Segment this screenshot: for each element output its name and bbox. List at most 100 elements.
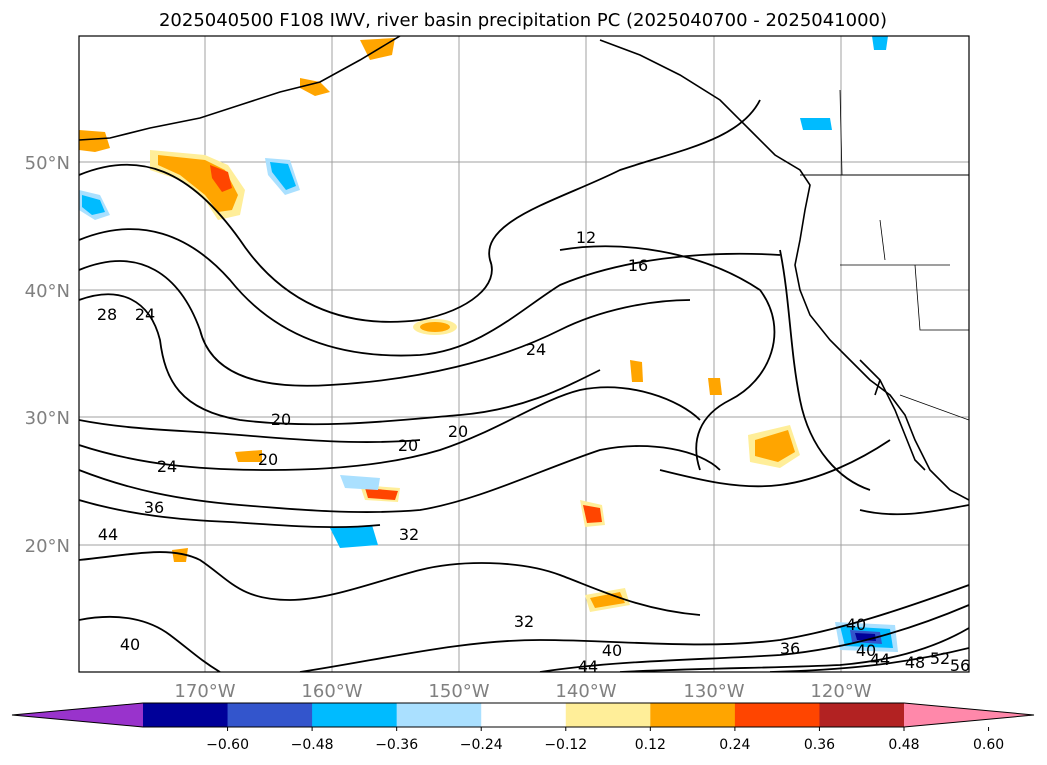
contour-labels: 12 16 20 20 20 20 24 24 28 32 32 36 36 4…: [97, 228, 970, 676]
alaska-coast: [79, 36, 401, 141]
lat-label: 30°N: [25, 408, 70, 429]
lon-label: 170°W: [174, 681, 235, 702]
colorbar-segment: [227, 703, 313, 727]
contour-label: 24: [526, 340, 546, 359]
contour-line: [769, 647, 969, 672]
lat-label: 50°N: [25, 153, 70, 174]
contour-label: 16: [628, 256, 648, 275]
contour-line: [79, 228, 781, 357]
precip-negative-area: [82, 195, 105, 215]
colorbar-extend-low: [12, 703, 143, 727]
colorbar: −0.60 −0.48 −0.36 −0.24 −0.12 0.12 0.24 0.36 0.4…: [11, 702, 1035, 753]
contour-label: 56: [950, 656, 970, 675]
colorbar-segment: [143, 703, 229, 727]
contour-label: 40: [120, 635, 140, 654]
lon-label: 160°W: [301, 681, 362, 702]
colorbar-segment: [565, 703, 651, 727]
contour-line: [79, 419, 421, 443]
colorbar-tick-label: −0.36: [375, 737, 418, 753]
precip-positive-area: [79, 130, 110, 152]
state-borders: [839, 89, 969, 421]
contour-line: [299, 584, 969, 672]
precip-positive-area: [755, 430, 795, 462]
baja-coast: [859, 359, 926, 471]
colorbar-tick-label: 0.24: [719, 737, 750, 753]
longitude-labels: 170°W 160°W 150°W 140°W 130°W 120°W: [174, 681, 871, 702]
precip-positive-area: [235, 450, 262, 462]
precip-positive-area: [630, 360, 643, 382]
colorbar-tick-label: 0.60: [973, 737, 1004, 753]
contour-line: [79, 551, 701, 616]
contour-label: 44: [98, 525, 118, 544]
contour-label: 24: [157, 457, 177, 476]
contour-label: 44: [578, 657, 598, 676]
contour-line: [79, 386, 701, 471]
contour-line: [559, 245, 776, 471]
contour-line: [79, 293, 601, 426]
contour-label: 44: [870, 650, 890, 669]
precip-positive-area: [210, 165, 232, 192]
precip-negative-area: [340, 475, 380, 490]
contour-line: [619, 627, 969, 672]
colorbar-tick-label: −0.48: [291, 737, 334, 753]
contour-label: 12: [576, 228, 596, 247]
contour-label: 36: [780, 639, 800, 658]
colorbar-segment: [819, 703, 905, 727]
contour-line: [659, 439, 891, 488]
contour-line: [79, 445, 721, 513]
contour-line: [79, 260, 691, 387]
map-content: 12 16 20 20 20 20 24 24 28 32 32 36 36 4…: [79, 36, 970, 676]
colorbar-extend-high: [904, 703, 1034, 727]
coastlines: [79, 36, 969, 501]
contour-line: [79, 615, 221, 672]
contour-label: 40: [602, 641, 622, 660]
precip-positive-area: [172, 548, 188, 562]
precip-positive-area: [300, 78, 330, 96]
lat-label: 40°N: [25, 281, 70, 302]
lon-label: 150°W: [428, 681, 489, 702]
contour-line: [79, 99, 761, 323]
contour-label: 20: [271, 410, 291, 429]
precip-positive-area: [420, 322, 450, 332]
lon-label: 140°W: [555, 681, 616, 702]
contour-label: 40: [846, 615, 866, 634]
colorbar-tick-label: 0.12: [635, 737, 666, 753]
contour-label: 48: [905, 653, 925, 672]
contour-label: 32: [514, 612, 534, 631]
precip-negative-area: [270, 162, 296, 190]
lat-label: 20°N: [25, 536, 70, 557]
precip-negative-area: [330, 525, 378, 548]
contour-label: 28: [97, 305, 117, 324]
contour-line: [79, 499, 381, 529]
lon-label: 130°W: [683, 681, 744, 702]
north-america-coast: [599, 39, 969, 501]
iwv-contours: [79, 99, 969, 672]
colorbar-segment: [312, 703, 398, 727]
map-panel: 12 16 20 20 20 20 24 24 28 32 32 36 36 4…: [78, 35, 970, 676]
contour-label: 52: [930, 649, 950, 668]
contour-line: [859, 504, 969, 516]
precip-negative-area: [872, 36, 888, 50]
map-title: 2025040500 F108 IWV, river basin precipi…: [159, 10, 887, 31]
colorbar-tick-label: 0.36: [804, 737, 835, 753]
latitude-labels: 50°N 40°N 30°N 20°N: [25, 153, 70, 557]
colorbar-segment: [481, 703, 567, 727]
colorbar-tick-label: −0.12: [544, 737, 587, 753]
contour-label: 20: [398, 436, 418, 455]
contour-label: 24: [135, 305, 155, 324]
colorbar-tick-label: −0.60: [206, 737, 249, 753]
precip-positive-area: [365, 488, 398, 500]
contour-label: 20: [258, 450, 278, 469]
contour-line: [779, 249, 871, 491]
colorbar-segment: [396, 703, 482, 727]
colorbar-outline: [11, 702, 1035, 728]
map-frame: [78, 35, 970, 673]
colorbar-segment: [734, 703, 820, 727]
precip-negative-area: [800, 118, 832, 130]
contour-line: [539, 604, 969, 672]
precip-positive-area: [708, 378, 722, 395]
contour-label: 40: [856, 641, 876, 660]
contour-label: 36: [144, 498, 164, 517]
lon-label: 120°W: [810, 681, 871, 702]
